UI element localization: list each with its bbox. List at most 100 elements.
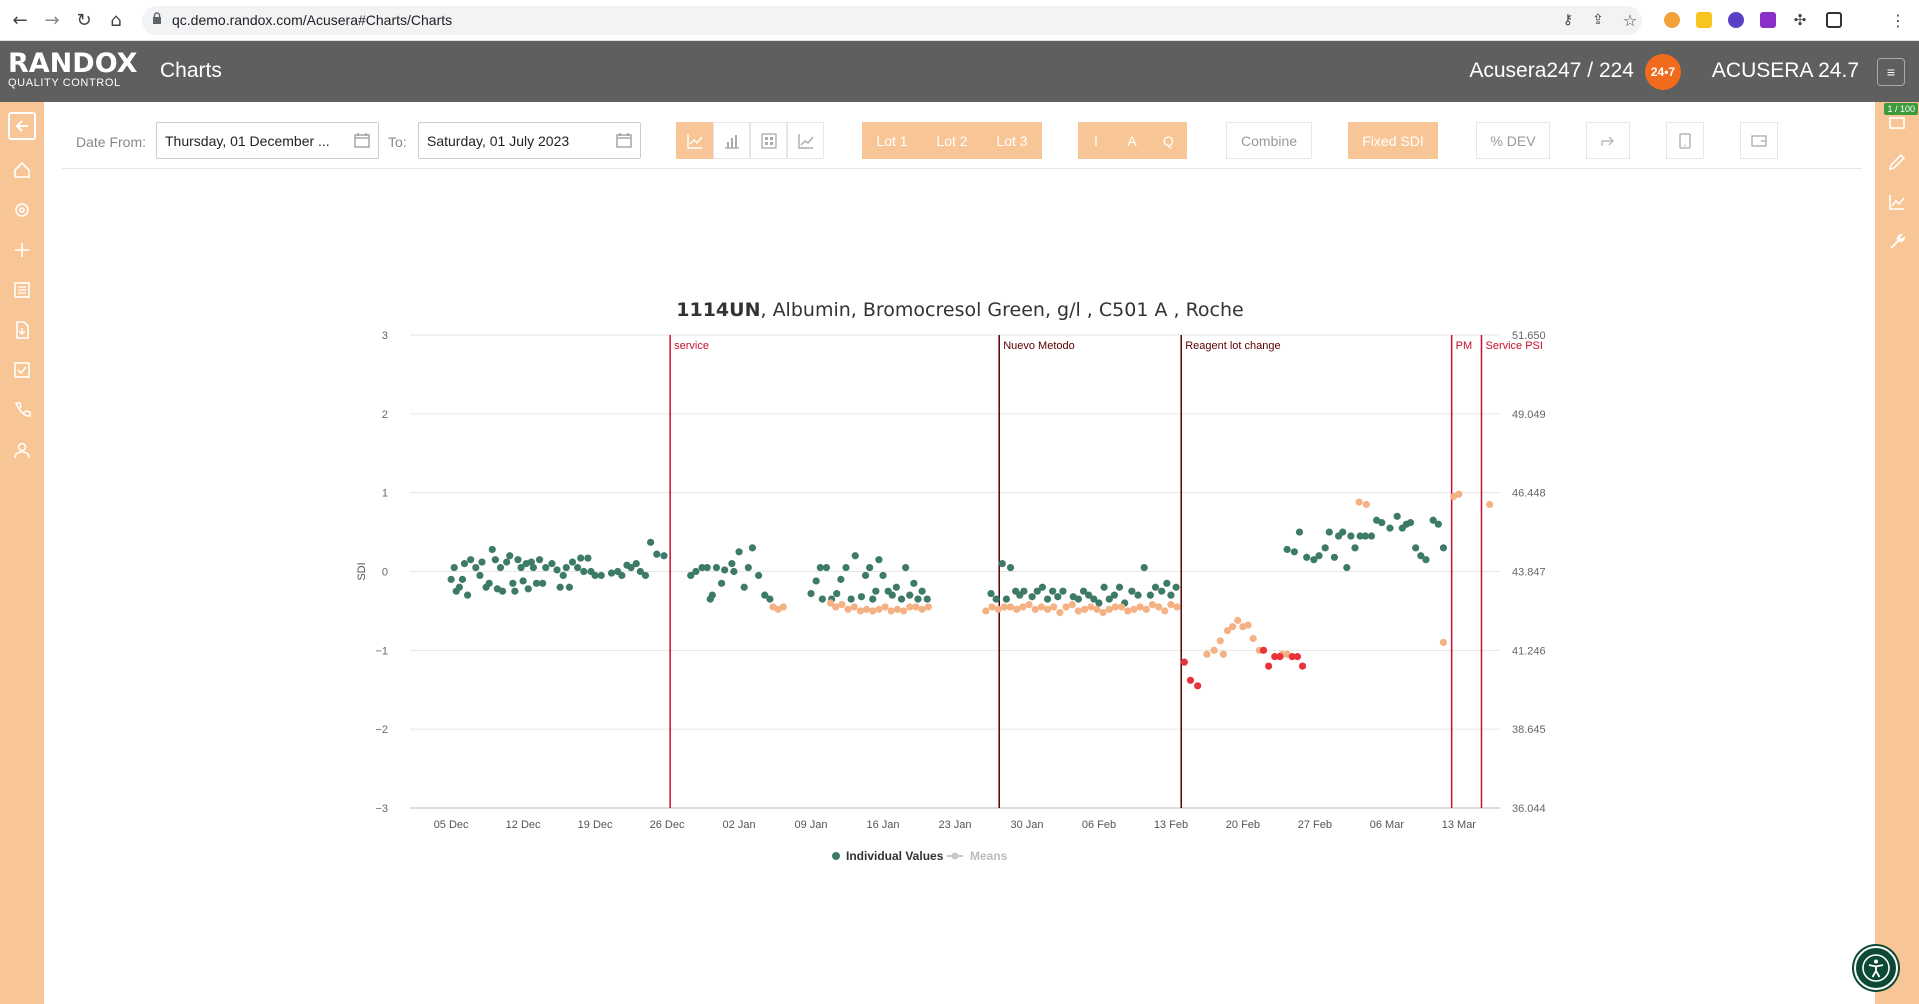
calendar-icon[interactable]	[616, 132, 632, 148]
date-to-label: To:	[388, 134, 407, 150]
line-chart-icon[interactable]	[676, 122, 713, 159]
share-icon[interactable]: ⇪	[1592, 12, 1604, 28]
phone-icon[interactable]	[8, 396, 36, 424]
data-point	[591, 571, 599, 580]
address-bar[interactable]	[142, 6, 1642, 35]
data-point	[826, 599, 835, 607]
mode-q-button[interactable]: Q	[1150, 122, 1187, 159]
data-point	[527, 558, 535, 566]
wallet-icon[interactable]	[1740, 122, 1778, 159]
chart-icon[interactable]	[1883, 188, 1911, 216]
date-to-input[interactable]: Saturday, 01 July 2023	[418, 122, 641, 159]
data-point	[881, 603, 889, 611]
kebab-icon[interactable]: ⋮	[1890, 10, 1906, 30]
extension-icon[interactable]	[1760, 12, 1776, 28]
data-point	[1043, 605, 1052, 613]
lot-2-button[interactable]: Lot 2	[922, 122, 982, 159]
star-icon[interactable]: ☆	[1622, 10, 1638, 30]
list-icon[interactable]	[8, 276, 36, 304]
data-point	[832, 603, 840, 611]
data-point	[923, 595, 931, 603]
data-point	[514, 556, 522, 564]
checklist-icon[interactable]	[8, 356, 36, 384]
page-icon[interactable]	[1883, 106, 1911, 134]
redo-icon[interactable]	[1586, 122, 1630, 159]
data-point	[833, 589, 841, 598]
bar-chart-icon[interactable]	[713, 122, 750, 159]
data-point	[1033, 587, 1041, 595]
home-icon[interactable]	[8, 156, 36, 184]
calendar-icon[interactable]	[354, 132, 370, 148]
user-icon[interactable]	[8, 436, 36, 464]
hamburger-menu-icon[interactable]: ≡	[1877, 58, 1905, 86]
data-point	[539, 579, 547, 587]
data-point	[735, 548, 743, 556]
data-point	[1249, 634, 1257, 643]
gear-icon[interactable]	[8, 196, 36, 224]
import-icon[interactable]	[8, 316, 36, 344]
data-point	[1087, 603, 1095, 611]
data-point	[847, 595, 855, 603]
data-point	[906, 603, 914, 611]
mode-i-button[interactable]: I	[1078, 122, 1114, 159]
data-point	[1325, 528, 1333, 536]
data-point	[844, 605, 852, 613]
mode-a-button[interactable]: A	[1114, 122, 1150, 159]
grid-chart-icon[interactable]	[750, 122, 787, 159]
data-point	[822, 563, 831, 572]
back-icon[interactable]: ←	[12, 9, 28, 31]
date-from-input[interactable]: Thursday, 01 December ...	[156, 122, 379, 159]
data-point	[472, 563, 480, 572]
plus-icon[interactable]	[8, 236, 36, 264]
x-tick-label: 20 Feb	[1226, 819, 1260, 831]
data-point	[529, 563, 537, 572]
y-tick-label: −2	[375, 724, 388, 736]
sdi-chart[interactable]: −3 −2 −1 0 1 2 3 36.044 38.645 41.246 43.847 46.448…	[350, 330, 1570, 870]
trend-chart-icon[interactable]	[787, 122, 824, 159]
back-arrow-icon[interactable]	[8, 112, 36, 140]
data-point	[607, 569, 616, 577]
data-point	[1223, 627, 1232, 635]
data-point	[879, 571, 887, 580]
extension-icon[interactable]	[1728, 12, 1744, 28]
event-label: Reagent lot change	[1185, 340, 1280, 352]
data-point	[914, 595, 922, 603]
data-point	[1158, 587, 1166, 595]
lot-3-button[interactable]: Lot 3	[982, 122, 1042, 159]
data-point	[703, 563, 711, 572]
data-point	[1330, 553, 1339, 561]
combine-button[interactable]: Combine	[1226, 122, 1312, 159]
pencil-icon[interactable]	[1883, 148, 1911, 176]
x-tick-label: 19 Dec	[578, 819, 613, 831]
reload-icon[interactable]: ↻	[76, 9, 92, 31]
data-point	[744, 563, 752, 572]
data-point	[1276, 653, 1284, 661]
data-point	[888, 591, 896, 599]
forward-icon[interactable]: →	[44, 9, 60, 31]
home-icon[interactable]: ⌂	[110, 9, 122, 31]
data-point	[1259, 646, 1268, 654]
pct-dev-button[interactable]: % DEV	[1476, 122, 1550, 159]
fixed-sdi-button[interactable]: Fixed SDI	[1348, 122, 1438, 159]
wrench-icon[interactable]	[1883, 228, 1911, 256]
data-point	[1186, 676, 1195, 684]
data-point	[506, 552, 514, 560]
data-point	[766, 595, 774, 603]
key-icon[interactable]: ⚷	[1562, 12, 1574, 28]
extension-icon[interactable]	[1696, 12, 1712, 28]
data-point	[1013, 605, 1021, 613]
puzzle-icon[interactable]: ✣	[1793, 11, 1807, 29]
extension-icon[interactable]	[1664, 12, 1680, 28]
x-tick-label: 06 Feb	[1082, 819, 1116, 831]
data-point	[503, 558, 511, 566]
legend-marker	[951, 852, 959, 860]
data-point	[460, 560, 469, 568]
data-point	[1210, 646, 1218, 654]
tablet-icon[interactable]	[1666, 122, 1704, 159]
randox-logo[interactable]: RANDOX QUALITY CONTROL	[8, 50, 138, 89]
sidebar-icon[interactable]	[1826, 12, 1842, 28]
accessibility-icon[interactable]	[1854, 946, 1898, 990]
lot-1-button[interactable]: Lot 1	[862, 122, 922, 159]
data-point	[1455, 490, 1463, 498]
data-point	[869, 595, 877, 603]
